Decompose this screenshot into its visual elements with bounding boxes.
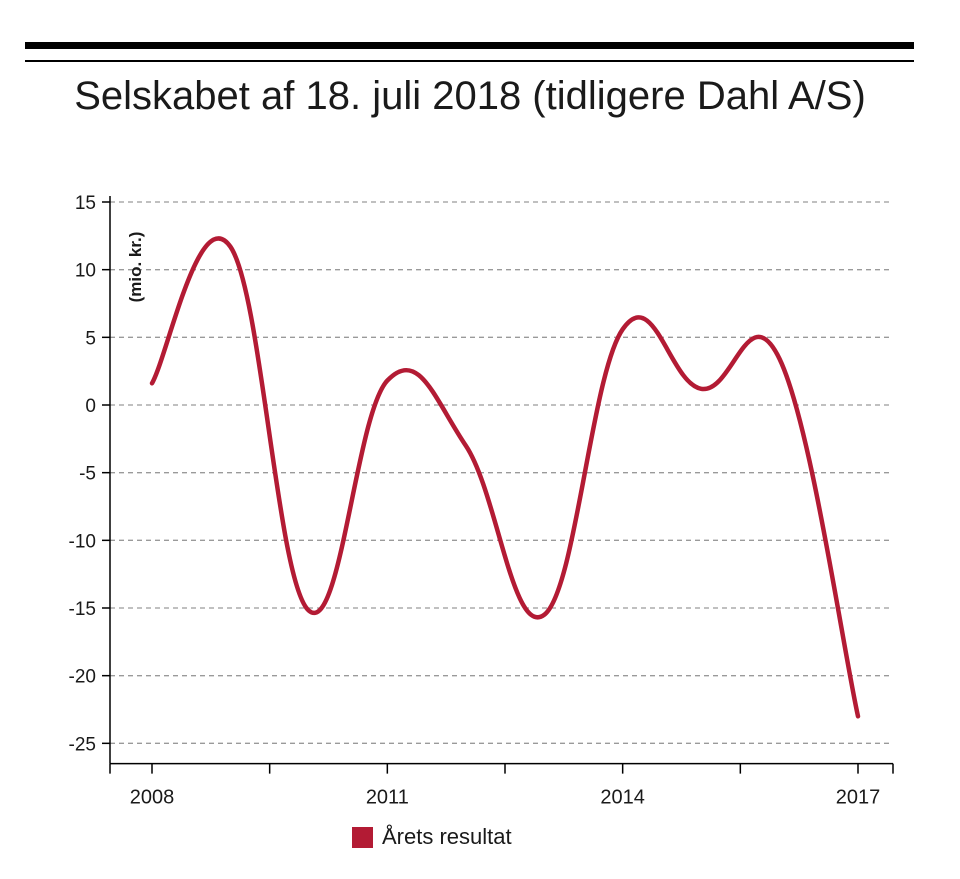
y-axis-label: (mio. kr.) xyxy=(126,232,145,303)
y-tick-label: 5 xyxy=(85,328,96,349)
legend[interactable]: Årets resultat xyxy=(352,824,512,850)
series-line xyxy=(149,236,861,719)
legend-label: Årets resultat xyxy=(382,824,512,849)
chart-title: Selskabet af 18. juli 2018 (tidligere Da… xyxy=(74,74,866,118)
grid-layer xyxy=(110,201,893,744)
y-tick-label: 0 xyxy=(85,396,96,417)
x-tick-label: 2017 xyxy=(836,787,881,809)
y-tick-label: -15 xyxy=(69,599,96,620)
legend-swatch xyxy=(352,826,373,848)
y-tick-label: -25 xyxy=(69,734,96,755)
header-rule-thick xyxy=(25,42,914,49)
axis-layer xyxy=(102,196,894,774)
y-tick-label: -10 xyxy=(69,531,96,552)
header-rule-thin xyxy=(25,60,914,62)
x-tick-label: 2014 xyxy=(600,787,645,809)
x-tick-label: 2008 xyxy=(130,787,175,809)
label-layer: 15 10 5 0 -5 -10 -15 -20 -25 2008 2011 2014 2017 xyxy=(69,193,881,809)
y-tick-label: -5 xyxy=(79,464,96,485)
x-tick-label: 2011 xyxy=(366,787,409,809)
series-layer xyxy=(149,236,861,719)
y-tick-label: 15 xyxy=(75,193,96,214)
y-tick-label: -20 xyxy=(69,667,96,688)
y-tick-label: 10 xyxy=(75,261,96,282)
